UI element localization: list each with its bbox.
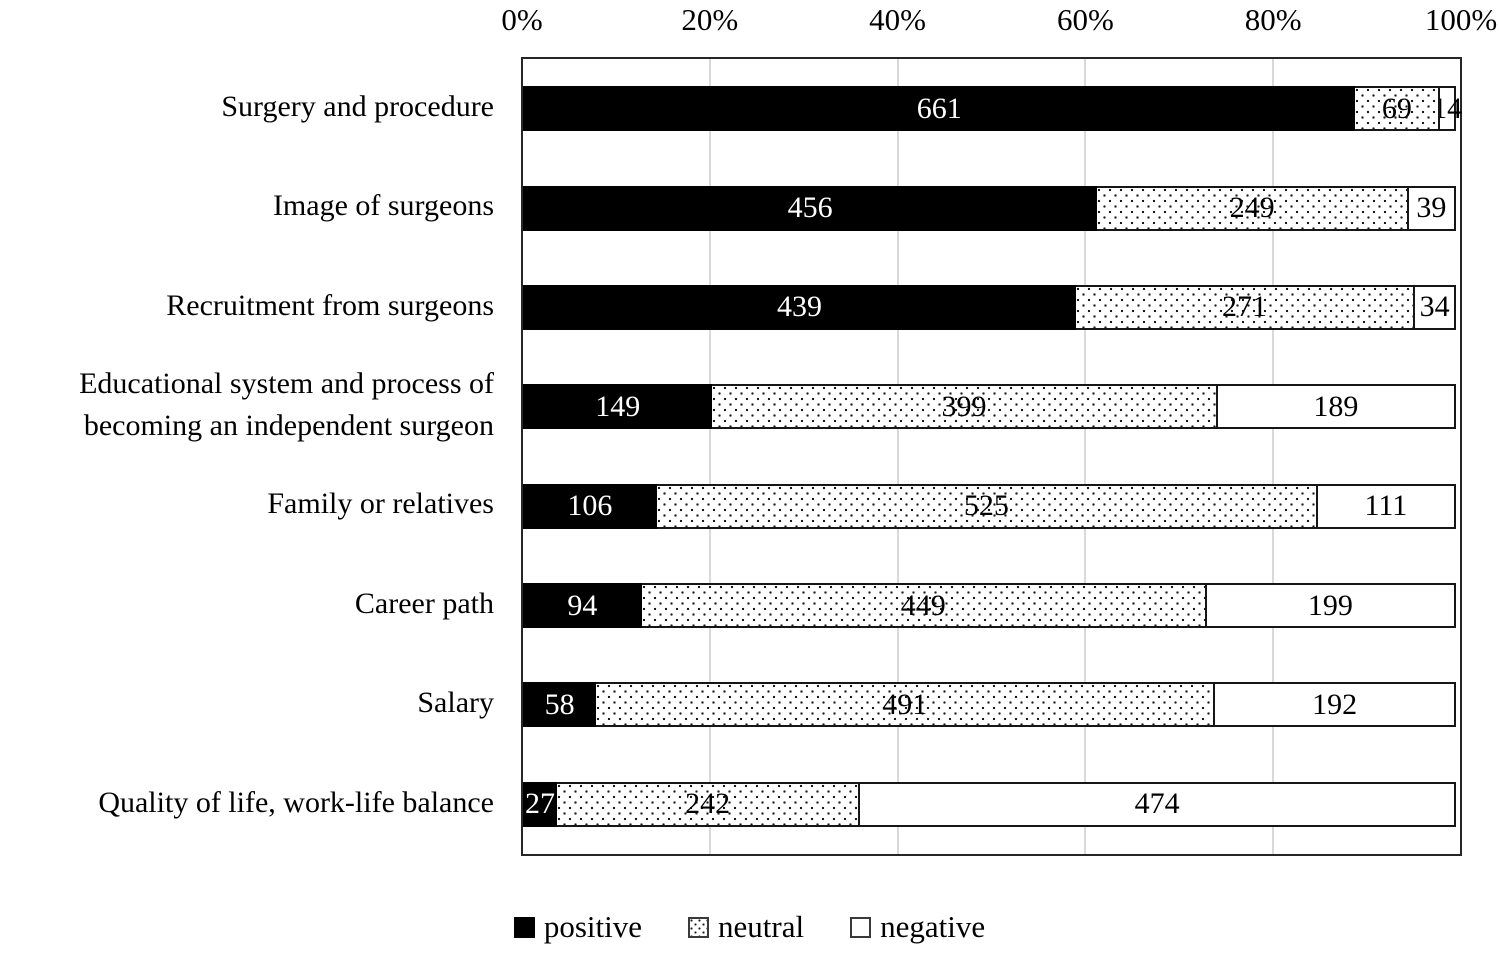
value-label: 69 <box>1381 91 1412 125</box>
bar-segment-positive: 149 <box>523 384 713 430</box>
bar-row: 439 271 34 <box>523 284 1460 330</box>
category-label: Career path <box>354 586 494 620</box>
x-axis-tick-label: 100% <box>1424 2 1498 37</box>
value-label: 149 <box>595 389 641 423</box>
bar-segment-negative: 14 <box>1432 86 1462 132</box>
bar-segment-neutral: 249 <box>1095 185 1409 231</box>
plot-area: 661 69 14 456 249 39 439 271 34 149 399 189 106 525 11… <box>521 57 1462 856</box>
legend-label: positive <box>543 909 643 944</box>
gridline <box>896 59 899 854</box>
value-label: 94 <box>567 588 598 622</box>
legend-swatch-negative-icon <box>850 916 872 938</box>
bar-segment-positive: 106 <box>523 483 657 529</box>
bar-segment-positive: 58 <box>523 682 597 728</box>
bar-segment-positive: 456 <box>523 185 1098 231</box>
value-label: 199 <box>1307 588 1353 622</box>
bar-segment-neutral: 69 <box>1353 86 1441 132</box>
value-label: 27 <box>525 787 556 821</box>
value-label: 399 <box>941 389 987 423</box>
bar-segment-negative: 474 <box>858 781 1456 827</box>
category-label: Quality of life, work-life balance <box>98 785 494 819</box>
legend-item-positive: positive <box>513 909 643 945</box>
bar-segment-neutral: 525 <box>654 483 1318 529</box>
gridline <box>1271 59 1274 854</box>
value-label: 271 <box>1222 290 1268 324</box>
value-label: 106 <box>567 489 613 523</box>
value-label: 449 <box>900 588 946 622</box>
bar-segment-neutral: 271 <box>1073 284 1416 330</box>
value-label: 39 <box>1416 191 1447 225</box>
bar-segment-positive: 94 <box>523 583 642 629</box>
value-label: 242 <box>685 787 731 821</box>
gridline <box>1084 59 1087 854</box>
value-label: 58 <box>544 687 575 721</box>
gridline <box>709 59 712 854</box>
bar-row: 27 242 474 <box>523 781 1460 827</box>
value-label: 474 <box>1134 787 1180 821</box>
value-label: 249 <box>1229 191 1275 225</box>
bar-row: 94 449 199 <box>523 583 1460 629</box>
bar-segment-positive: 27 <box>523 781 558 827</box>
category-label: Surgery and procedure <box>221 89 494 123</box>
bar-row: 149 399 189 <box>523 384 1460 430</box>
bar-row: 106 525 111 <box>523 483 1460 529</box>
value-label: 192 <box>1312 687 1358 721</box>
x-axis-tick-label: 80% <box>1244 2 1302 37</box>
bar-segment-negative: 34 <box>1413 284 1456 330</box>
legend: positive neutral negative <box>0 903 1499 951</box>
bar-segment-positive: 661 <box>523 86 1356 132</box>
value-label: 456 <box>787 191 833 225</box>
bar-segment-neutral: 491 <box>594 682 1216 728</box>
legend-label: negative <box>880 909 986 944</box>
category-label: Recruitment from surgeons <box>166 288 494 322</box>
value-label: 491 <box>882 687 928 721</box>
value-label: 525 <box>963 489 1009 523</box>
x-axis-tick-label: 60% <box>1056 2 1114 37</box>
bar-segment-neutral: 449 <box>639 583 1207 629</box>
bar-row: 58 491 192 <box>523 682 1460 728</box>
category-label: Salary <box>417 686 494 720</box>
category-label: Family or relatives <box>267 487 494 521</box>
value-label: 34 <box>1419 290 1450 324</box>
value-label: 111 <box>1364 489 1408 523</box>
bar-segment-negative: 189 <box>1215 384 1456 430</box>
bar-row: 456 249 39 <box>523 185 1460 231</box>
bar-segment-neutral: 399 <box>710 384 1218 430</box>
legend-swatch-neutral-icon <box>688 916 710 938</box>
category-label: Image of surgeons <box>272 189 494 223</box>
value-label: 189 <box>1313 389 1359 423</box>
bar-segment-neutral: 242 <box>555 781 861 827</box>
bar-segment-negative: 111 <box>1315 483 1456 529</box>
bar-row: 661 69 14 <box>523 86 1462 132</box>
bar-segment-negative: 39 <box>1406 185 1456 231</box>
bar-segment-negative: 199 <box>1204 583 1456 629</box>
value-label: 439 <box>776 290 822 324</box>
x-axis-tick-label: 0% <box>501 2 543 37</box>
legend-swatch-positive-icon <box>513 916 535 938</box>
legend-item-neutral: neutral <box>688 909 804 945</box>
legend-label: neutral <box>718 909 805 944</box>
x-axis-tick-label: 40% <box>869 2 927 37</box>
category-label: Educational system and process of becomi… <box>79 367 494 442</box>
legend-item-negative: negative <box>850 909 985 945</box>
value-label: 661 <box>916 91 962 125</box>
bar-segment-negative: 192 <box>1213 682 1456 728</box>
bar-segment-positive: 439 <box>523 284 1076 330</box>
x-axis-tick-label: 20% <box>681 2 739 37</box>
